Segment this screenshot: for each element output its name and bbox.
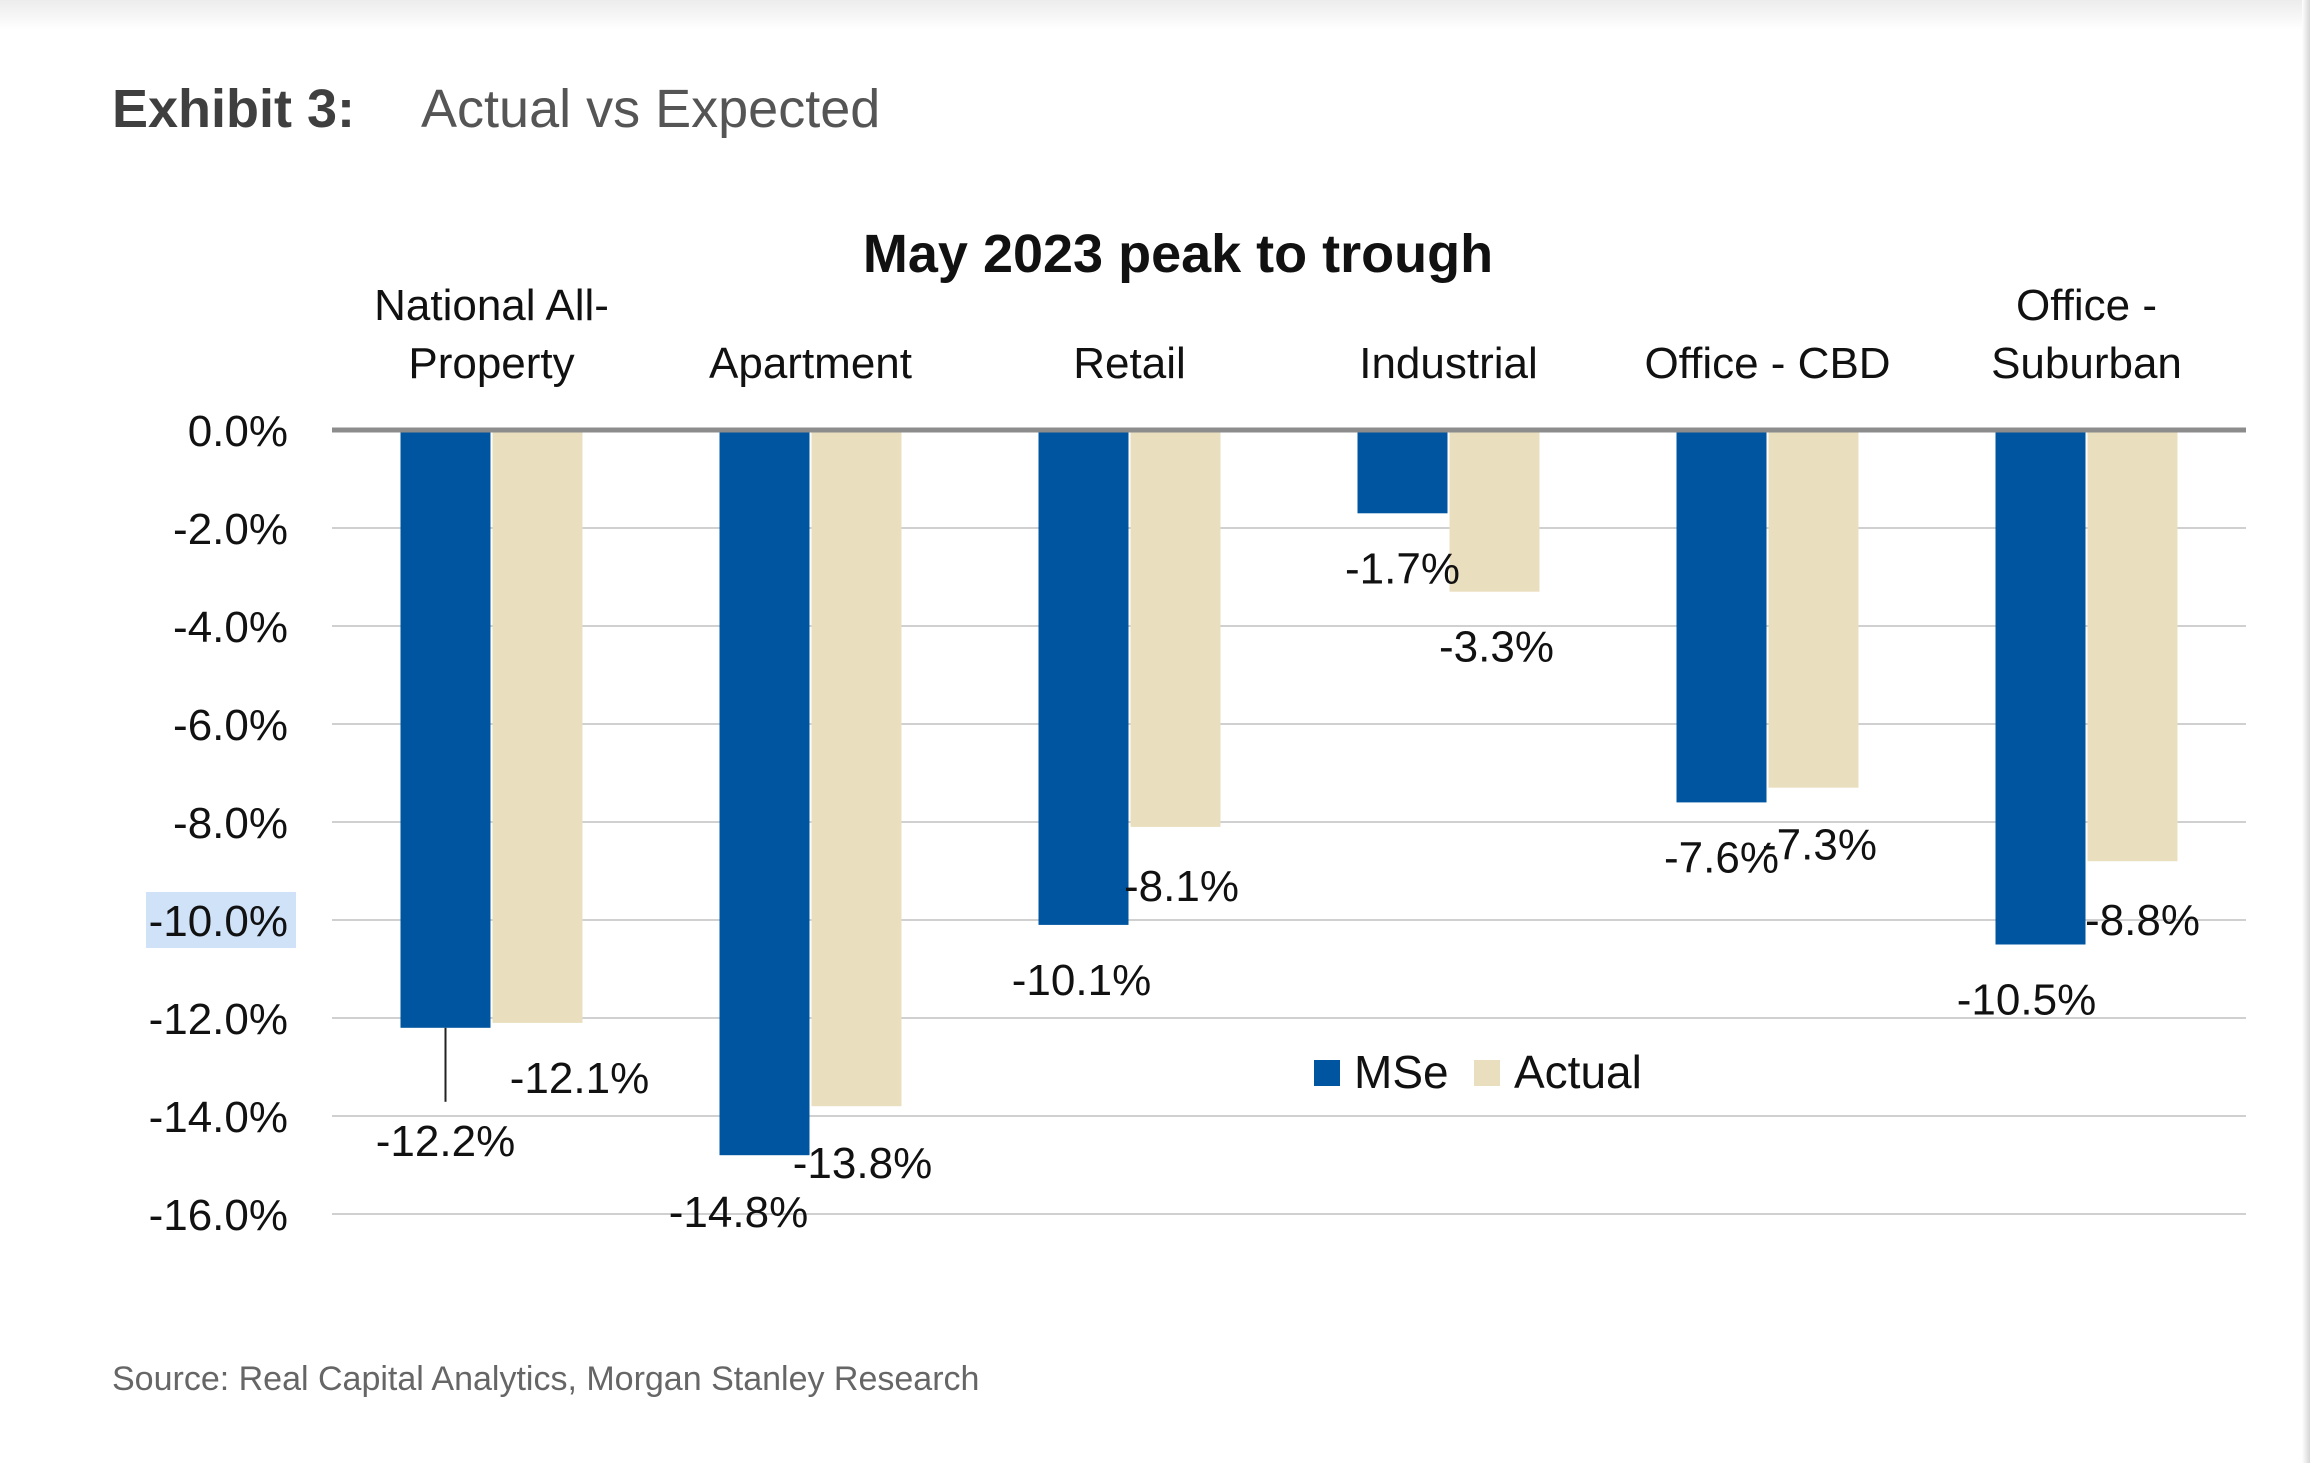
legend: MSe Actual [1314,1046,1642,1098]
data-label-mse-apartment: -14.8% [669,1188,808,1237]
category-label-national-all-property-line-2: Property [408,339,574,388]
bar-actual-national-all-property [492,430,583,1023]
data-label-actual-industrial: -3.3% [1439,623,1554,672]
bar-mse-industrial [1357,430,1448,514]
ytick-label-14-0: -14.0% [149,1093,288,1142]
ytick-label-6-0: -6.0% [173,701,288,750]
bar-actual-office-cbd [1768,430,1859,788]
gridlines [332,527,2246,1215]
category-label-office-suburban-line-1: Office - [2016,281,2157,330]
bar-actual-industrial [1449,430,1540,592]
exhibit-header: Exhibit 3: Actual vs Expected [112,78,880,140]
legend-swatch-mse [1314,1060,1340,1086]
data-label-mse-office-cbd: -7.6% [1664,833,1779,882]
exhibit-title: Actual vs Expected [421,79,881,139]
category-label-industrial-line-1: Industrial [1359,339,1538,388]
right-edge-shadow [2302,0,2310,1463]
legend-swatch-actual [1474,1060,1500,1086]
data-label-actual-apartment: -13.8% [793,1139,932,1188]
bar-mse-apartment [719,430,810,1156]
ytick-label-2-0: -2.0% [173,505,288,554]
category-label-office-cbd-line-1: Office - CBD [1644,339,1890,388]
ytick-highlight [146,892,296,948]
ytick-label-10-0: -10.0% [149,897,288,946]
data-label-actual-national-all-property: -12.1% [510,1054,649,1103]
category-label-retail-line-1: Retail [1073,339,1186,388]
legend-label-actual: Actual [1514,1046,1642,1098]
bar-mse-office-cbd [1676,430,1767,803]
data-label-actual-office-cbd: -7.3% [1762,821,1877,870]
top-shadow [0,0,2310,30]
bar-mse-office-suburban [1995,430,2086,945]
category-label-apartment-line-1: Apartment [709,339,912,388]
data-label-mse-office-suburban: -10.5% [1957,976,2096,1025]
category-labels: National All- Property Apartment Retail Indu… [374,281,2182,388]
data-label-mse-industrial: -1.7% [1345,544,1460,593]
category-label-national-all-property-line-1: National All- [374,281,609,330]
exhibit-label: Exhibit 3: [112,79,356,139]
y-axis-ticks: 0.0% -2.0% -4.0% -6.0% -8.0% -10.0% -12.0% -14.… [146,407,296,1240]
bar-mse-national-all-property [400,430,491,1028]
data-label-actual-office-suburban: -8.8% [2085,896,2200,945]
data-label-mse-retail: -10.1% [1012,956,1151,1005]
category-label-office-suburban-line-2: Suburban [1991,339,2182,388]
legend-label-mse: MSe [1354,1046,1449,1098]
bars [332,427,2246,1156]
ytick-label-8-0: -8.0% [173,799,288,848]
chart-title: May 2023 peak to trough [863,224,1493,284]
ytick-label-4-0: -4.0% [173,603,288,652]
source-note: Source: Real Capital Analytics, Morgan S… [112,1360,980,1398]
bar-actual-retail [1130,430,1221,827]
data-label-mse-national-all-property: -12.2% [376,1117,515,1166]
data-label-actual-retail: -8.1% [1124,862,1239,911]
bar-actual-apartment [811,430,902,1107]
ytick-label-0-0: 0.0% [188,407,288,456]
ytick-label-12-0: -12.0% [149,995,288,1044]
ytick-label-16-0: -16.0% [149,1191,288,1240]
bar-actual-office-suburban [2087,430,2178,862]
bar-mse-retail [1038,430,1129,925]
data-labels: -12.2% -14.8% -10.1% -1.7% -7.6% -10.5% -12.1%… [376,544,2200,1237]
